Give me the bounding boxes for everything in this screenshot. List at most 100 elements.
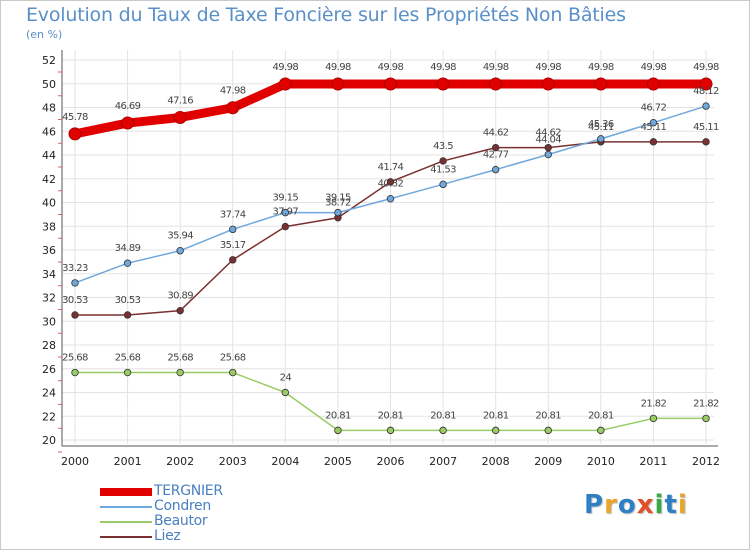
data-point-liez [702,138,710,146]
data-point-liez [439,157,447,165]
data-label-liez: 44.62 [483,128,509,139]
legend-label: Beautor [154,513,208,529]
data-label-liez: 44.62 [535,128,561,139]
data-label-liez: 45.11 [588,122,614,133]
y-tick-label: 34 [42,268,56,281]
legend-swatch [100,506,152,508]
data-point-beautor [597,426,605,435]
y-tick-label: 40 [42,197,56,210]
data-label-condren: 42.77 [483,150,509,161]
y-tick-label: 28 [42,339,56,352]
legend-swatch [100,488,152,496]
data-point-tergnier [278,77,292,91]
data-label-beautor: 20.81 [325,410,351,421]
data-label-condren: 45.36 [588,119,614,130]
data-label-liez: 41.74 [378,162,404,173]
data-label-tergnier: 47.16 [167,95,193,106]
chart-subtitle: (en %) [26,28,63,41]
legend: TERGNIER Condren Beautor Liez [100,483,300,544]
data-label-tergnier: 49.98 [483,62,509,73]
logo-letter: x [636,490,655,520]
data-label-condren: 39.15 [273,193,299,204]
chart-title: Evolution du Taux de Taxe Foncière sur l… [26,4,626,26]
axis-layer: 20 22 24 26 28 30 32 34 36 38 40 42 44 46 48 50 52 2000 20… [42,50,720,468]
data-point-beautor [702,414,710,423]
x-tick-label: 2001 [114,455,142,468]
legend-label: Condren [154,498,211,514]
data-label-condren: 33.23 [62,263,88,274]
data-point-condren [334,208,342,217]
data-label-tergnier: 49.98 [273,62,299,73]
data-label-liez: 38.72 [325,198,351,209]
x-tick-label: 2007 [429,455,457,468]
y-tick-label: 42 [42,173,56,186]
data-point-condren [123,259,132,267]
data-point-beautor [386,426,395,435]
y-tick-label: 48 [42,102,56,115]
x-tick-label: 2012 [692,455,720,468]
data-label-condren: 44.04 [535,135,561,146]
y-tick-label: 30 [42,315,56,328]
data-point-liez [386,178,395,186]
data-label-beautor: 20.81 [378,410,404,421]
data-point-tergnier [594,77,608,91]
data-point-beautor [176,368,184,377]
data-point-liez [491,143,500,152]
data-label-beautor: 25.68 [115,353,141,364]
data-label-beautor: 20.81 [535,410,561,421]
legend-swatch [100,521,152,523]
legend-item-tergnier: TERGNIER [100,483,300,499]
legend-item-condren: Condren [100,498,300,514]
x-tick-label: 2011 [639,455,667,468]
data-point-beautor [491,426,500,435]
y-tick-label: 32 [42,292,56,305]
data-label-condren: 39.15 [325,193,351,204]
data-label-liez: 45.11 [641,122,667,133]
legend-item-beautor: Beautor [100,513,300,529]
data-label-condren: 35.94 [167,231,193,242]
data-point-beautor [649,414,658,423]
data-point-tergnier [384,77,397,91]
data-point-tergnier [331,77,345,91]
y-tick-label: 38 [42,220,56,233]
data-point-beautor [71,368,79,377]
y-tick-label: 44 [42,149,56,162]
logo-letter: o [617,490,637,520]
data-point-beautor [334,426,342,435]
data-point-beautor [281,388,290,397]
logo-letter: P [584,490,605,520]
data-label-condren: 46.72 [641,103,667,114]
data-label-tergnier: 49.98 [588,62,614,73]
data-label-tergnier: 49.98 [325,62,351,73]
data-label-beautor: 20.81 [430,410,456,421]
data-point-tergnier [541,77,555,91]
data-point-beautor [439,426,447,435]
data-point-condren [544,150,552,159]
data-point-liez [71,311,79,319]
data-label-beautor: 25.68 [220,353,246,364]
data-point-tergnier [121,116,135,130]
data-point-tergnier [173,110,187,124]
data-label-liez: 45.11 [693,122,719,133]
data-point-condren [649,118,658,127]
data-label-beautor: 20.81 [588,410,614,421]
data-label-beautor: 25.68 [62,353,88,364]
y-tick-label: 36 [42,244,56,257]
data-point-liez [229,256,237,264]
data-point-liez [649,138,658,146]
logo-letter: i [677,490,688,520]
data-point-liez [176,306,184,315]
data-label-beautor: 21.82 [641,398,667,409]
legend-label: TERGNIER [154,483,223,499]
data-point-condren [176,247,184,255]
data-label-liez: 35.17 [220,240,246,251]
data-label-condren: 41.53 [430,164,456,175]
x-tick-label: 2006 [377,455,405,468]
grid-layer [62,50,714,444]
legend-item-liez: Liez [100,528,300,544]
data-point-condren [702,102,710,110]
data-label-layer: 25.68 25.68 25.68 25.68 24 20.81 20.81 20.81 20.… [62,62,719,421]
x-tick-label: 2005 [324,455,352,468]
data-point-beautor [229,368,237,377]
data-label-condren: 40.32 [378,179,404,190]
